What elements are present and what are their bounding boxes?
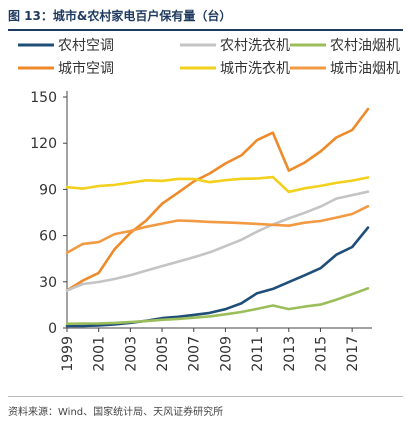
x-tick-label: 2001 — [92, 336, 108, 372]
legend-label: 农村空调 — [58, 38, 114, 54]
y-tick-label: 60 — [39, 229, 57, 245]
series-lines — [65, 107, 370, 328]
y-tick-label: 0 — [48, 321, 57, 337]
chart-title: 图 13：城市&农村家电百户保有量（台） — [8, 9, 232, 23]
axes: 0 30 60 90 120 150 1999 2001 2003 2005 2007 2009 201… — [30, 90, 372, 372]
series-line-3 — [65, 190, 370, 292]
x-tick-label: 2013 — [282, 336, 298, 372]
y-tick-label: 30 — [39, 275, 57, 291]
source-divider — [8, 396, 403, 397]
source-note: 资料来源：Wind、国家统计局、天风证券研究所 — [8, 407, 224, 418]
y-tick-label: 150 — [30, 90, 57, 106]
title-divider — [8, 29, 403, 31]
x-tick-label: 1999 — [60, 336, 76, 372]
series-line-4 — [65, 204, 370, 255]
legend-label: 农村洗衣机 — [220, 38, 290, 54]
x-tick-label: 2007 — [187, 336, 203, 372]
series-line-5 — [65, 286, 370, 326]
legend-label: 城市洗衣机 — [220, 60, 290, 77]
series-line-2 — [65, 175, 370, 194]
x-tick-label: 2017 — [345, 336, 361, 372]
x-tick-label: 2003 — [123, 336, 139, 372]
series-line-0 — [65, 226, 370, 328]
legend-label: 城市油烟机 — [330, 60, 400, 77]
x-tick-label: 2015 — [313, 336, 329, 372]
y-tick-label: 120 — [30, 136, 57, 152]
y-tick-label: 90 — [39, 182, 57, 198]
legend-label: 农村油烟机 — [330, 38, 400, 54]
x-tick-label: 2009 — [218, 336, 234, 372]
legend-label: 城市空调 — [58, 60, 114, 77]
series-line-1 — [65, 107, 370, 292]
x-tick-label: 2005 — [155, 336, 171, 372]
x-tick-label: 2011 — [250, 336, 266, 372]
